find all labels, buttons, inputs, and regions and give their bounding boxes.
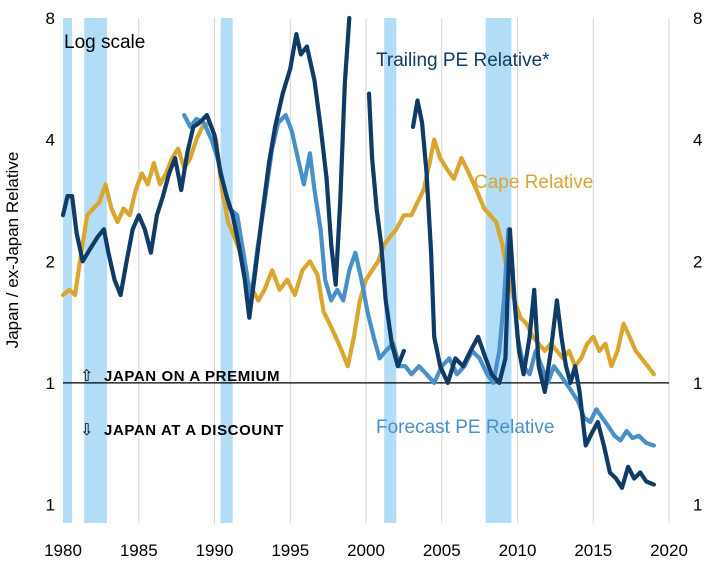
series-line-trailing-pe-relative-1	[366, 91, 406, 369]
series-lines	[60, 15, 656, 490]
down-arrow-icon: ⇩	[80, 420, 93, 439]
y-tick-right-2: 2	[693, 252, 702, 271]
discount-annotation: JAPAN AT A DISCOUNT	[104, 422, 284, 439]
series-line-trailing-pe-relative-2	[410, 98, 656, 490]
shaded-period-0	[63, 18, 73, 523]
series-line-cape-relative-0	[60, 120, 656, 377]
series-line-trailing-pe-relative-0	[60, 15, 352, 320]
up-arrow-icon: ⇧	[80, 366, 93, 385]
y-axis-label: Japan / ex-Japan Relative	[3, 152, 22, 349]
y-tick-left-1: 4	[46, 131, 55, 150]
y-tick-right-0: 8	[693, 9, 702, 28]
y-tick-left-2: 2	[46, 252, 55, 271]
premium-annotation: JAPAN ON A PREMIUM	[104, 368, 280, 385]
x-tick-1980: 1980	[44, 541, 82, 560]
y-tick-right-3: 1	[693, 374, 702, 393]
x-tick-1985: 1985	[120, 541, 158, 560]
shaded-period-2	[220, 18, 233, 523]
vertical-gridlines	[138, 18, 670, 523]
y-tick-left-0: 8	[46, 9, 55, 28]
series-label-forecast-pe: Forecast PE Relative	[376, 417, 554, 438]
shaded-periods	[63, 18, 512, 523]
x-tick-1990: 1990	[196, 541, 234, 560]
series-label-trailing-pe: Trailing PE Relative*	[376, 50, 550, 71]
y-tick-right-1: 4	[693, 131, 702, 150]
left-y-ticks: 8 4 2 1 1	[46, 9, 55, 515]
y-tick-left-3: 1	[46, 374, 55, 393]
series-label-cape: Cape Relative	[474, 172, 593, 193]
x-tick-2020: 2020	[650, 541, 688, 560]
x-tick-2010: 2010	[499, 541, 537, 560]
x-ticks: 1980 1985 1990 1995 2000 2005 2010 2015 2020	[44, 541, 688, 560]
x-tick-2015: 2015	[574, 541, 612, 560]
y-tick-right-4: 1	[693, 496, 702, 515]
right-y-ticks: 8 4 2 1 1	[693, 9, 702, 515]
x-tick-1995: 1995	[271, 541, 309, 560]
scale-note: Log scale	[64, 32, 145, 53]
shaded-period-3	[384, 18, 397, 523]
x-tick-2005: 2005	[423, 541, 461, 560]
x-tick-2000: 2000	[347, 541, 385, 560]
shaded-period-1	[84, 18, 107, 523]
y-tick-left-4: 1	[46, 496, 55, 515]
